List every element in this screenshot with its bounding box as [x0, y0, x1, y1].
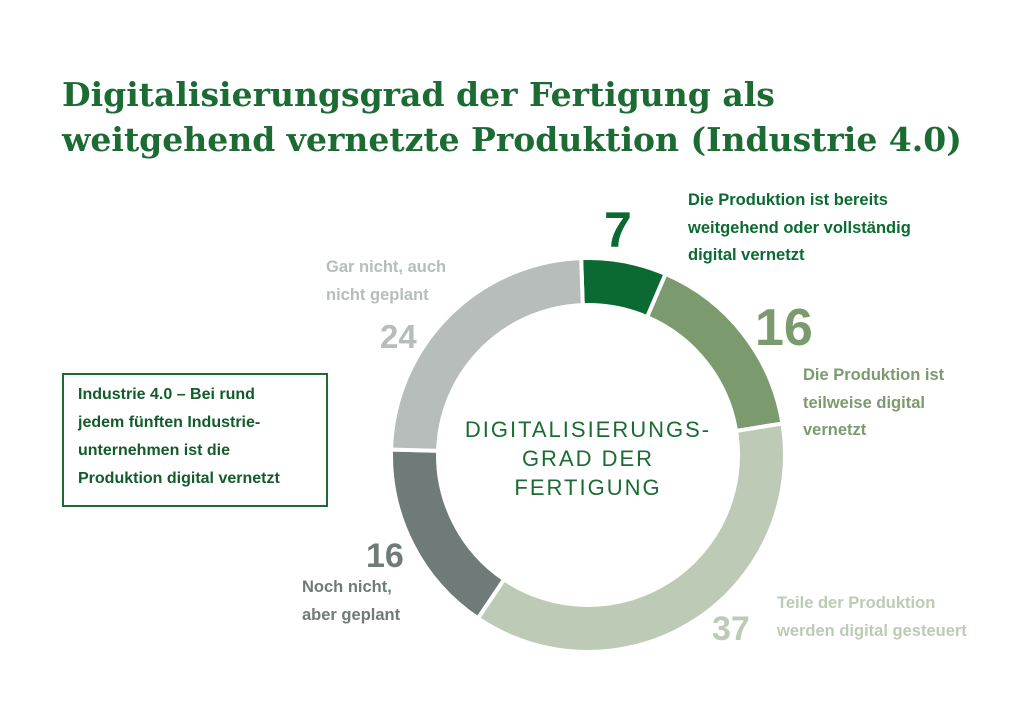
center-label: DIGITALISIERUNGS-: [464, 417, 712, 442]
annotation-text: unternehmen ist die: [78, 442, 231, 459]
category-label: werden digital gesteuert: [777, 621, 967, 640]
chart-title: Digitalisierungsgrad der Fertigung als: [62, 75, 775, 114]
category-label: aber geplant: [302, 605, 401, 624]
category-label: Noch nicht,: [302, 578, 392, 596]
donut-segment: [475, 421, 787, 654]
annotation-text: jedem fünften Industrie-: [78, 414, 261, 431]
data-label: 24: [380, 318, 417, 355]
category-label: Die Produktion ist bereits: [688, 191, 888, 209]
category-label: Teile der Produktion: [777, 594, 936, 612]
category-label: digital vernetzt: [688, 246, 805, 264]
donut-segment: [389, 256, 585, 453]
chart-title: weitgehend vernetzte Produktion (Industr…: [62, 120, 962, 159]
center-label: GRAD DER: [521, 446, 655, 471]
data-label: 37: [712, 610, 750, 648]
data-label: 16: [366, 537, 404, 575]
data-label: 16: [755, 299, 813, 357]
category-label: Gar nicht, auch: [326, 258, 447, 276]
category-label: nicht geplant: [326, 285, 429, 304]
annotation-box: [62, 373, 328, 507]
category-label: vernetzt: [803, 421, 867, 439]
annotation-text: Industrie 4.0 – Bei rund: [78, 386, 255, 403]
category-label: Die Produktion ist: [803, 366, 945, 384]
annotation-text: Produktion digital vernetzt: [78, 470, 280, 487]
category-label: teilweise digital: [803, 393, 925, 412]
category-label: weitgehend oder vollständig: [688, 218, 911, 237]
data-label: 7: [604, 202, 632, 258]
center-label: FERTIGUNG: [514, 475, 662, 500]
